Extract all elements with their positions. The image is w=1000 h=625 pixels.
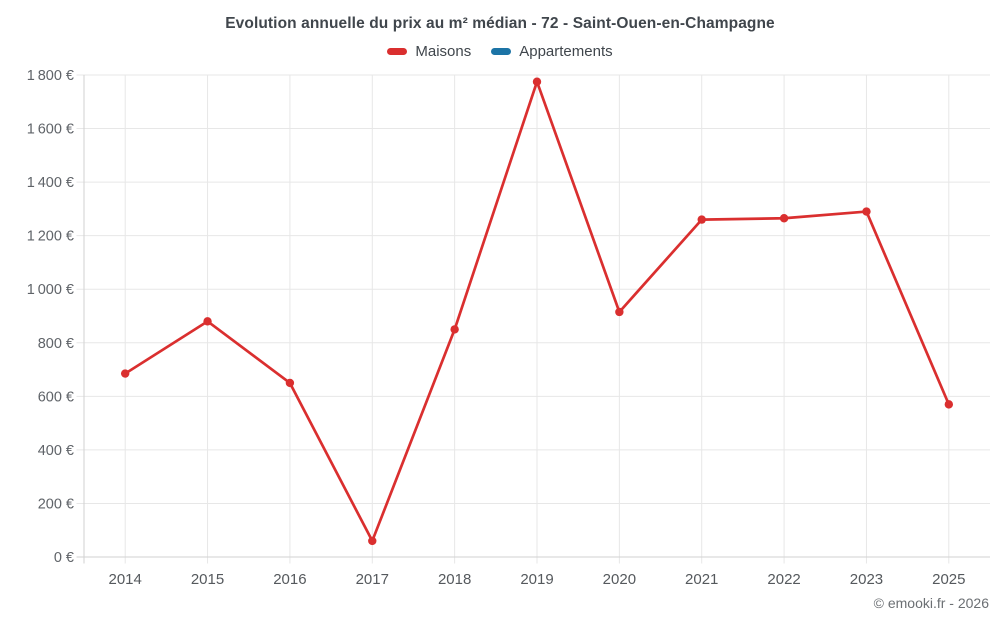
legend-label-maisons: Maisons (415, 43, 472, 60)
y-axis-label: 1 800 € (27, 68, 74, 84)
y-axis-label: 1 200 € (27, 229, 74, 245)
y-axis-label: 1 600 € (27, 122, 74, 138)
x-axis-label-2017: 2017 (356, 571, 389, 588)
data-point-maisons-2020[interactable] (615, 307, 624, 317)
legend-item-maisons[interactable]: Maisons (387, 43, 471, 60)
legend-label-appartements: Appartements (519, 43, 613, 60)
x-axis-label-2014: 2014 (108, 571, 141, 588)
x-axis-label-2015: 2015 (191, 571, 224, 588)
y-axis-label: 200 € (38, 496, 74, 512)
y-axis-label: 400 € (38, 443, 74, 459)
y-axis-label: 0 € (54, 550, 74, 566)
x-axis-label-2019: 2019 (520, 571, 553, 588)
chart-title: Evolution annuelle du prix au m² médian … (225, 15, 775, 32)
maisons-series-swatch-icon (387, 48, 408, 55)
copyright-watermark: © emooki.fr - 2026 (873, 595, 989, 611)
x-axis-label-2022: 2022 (767, 571, 800, 588)
x-axis-label-2020: 2020 (603, 571, 636, 588)
data-point-maisons-2021[interactable] (697, 215, 706, 224)
data-point-maisons-2018[interactable] (450, 325, 459, 334)
x-axis-label-2025: 2025 (932, 571, 965, 588)
x-axis-label-2023: 2023 (850, 571, 883, 588)
data-point-maisons-2014[interactable] (120, 369, 130, 378)
y-axis-label: 800 € (38, 336, 74, 352)
appartements-series-swatch-icon (491, 48, 512, 55)
chart-header: Evolution annuelle du prix au m² médian … (0, 0, 1000, 60)
y-axis-label: 600 € (38, 389, 74, 405)
x-axis-label-2018: 2018 (438, 571, 471, 588)
data-point-maisons-2015[interactable] (203, 317, 212, 326)
chart-legend: Maisons Appartements (0, 43, 1000, 60)
data-point-maisons-2022[interactable] (779, 214, 789, 223)
legend-item-appartements[interactable]: Appartements (491, 43, 613, 60)
x-axis-label-2016: 2016 (273, 571, 306, 588)
y-axis-label: 1 400 € (27, 175, 74, 191)
y-axis-label: 1 000 € (27, 282, 74, 298)
data-point-maisons-2016[interactable] (285, 378, 295, 388)
data-point-maisons-2025[interactable] (944, 400, 954, 409)
data-point-maisons-2019[interactable] (532, 77, 542, 86)
data-point-maisons-2017[interactable] (368, 536, 377, 546)
data-point-maisons-2023[interactable] (862, 207, 871, 216)
x-axis-label-2021: 2021 (685, 571, 718, 588)
